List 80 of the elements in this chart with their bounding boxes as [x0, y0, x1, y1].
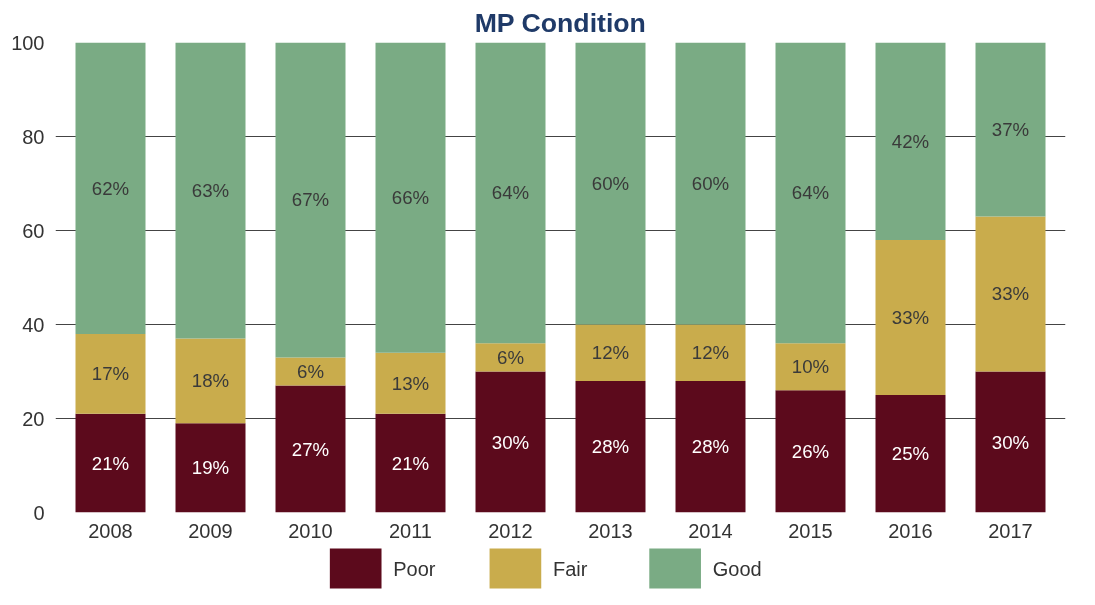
bar: [875, 42, 946, 240]
x-tick-label: 2014: [688, 519, 733, 542]
bar: [275, 42, 346, 358]
data-label: 25%: [891, 443, 930, 465]
bar: [675, 42, 746, 325]
y-tick-label: 100: [11, 31, 45, 54]
y-tick-label: 80: [22, 125, 45, 148]
bar: [375, 42, 446, 353]
bar: [675, 324, 746, 381]
data-label: 30%: [491, 431, 530, 453]
bar: [475, 343, 546, 372]
data-label: 19%: [191, 457, 230, 479]
x-tick-label: 2016: [888, 519, 933, 542]
x-tick-label: 2017: [988, 519, 1033, 542]
data-label: 62%: [91, 177, 130, 199]
data-label: 17%: [91, 363, 130, 385]
data-label: 42%: [891, 130, 930, 152]
data-label: 66%: [391, 187, 430, 209]
data-label: 60%: [591, 173, 630, 194]
data-label: 30%: [991, 431, 1030, 453]
bar: [475, 42, 546, 344]
bar: [575, 380, 646, 513]
y-tick-label: 0: [33, 501, 45, 524]
data-label: 33%: [991, 283, 1030, 305]
bar: [875, 395, 946, 513]
legend-label: Good: [712, 557, 762, 580]
data-label: 33%: [891, 306, 930, 328]
bar: [575, 324, 646, 381]
data-label: 64%: [491, 182, 530, 204]
bar: [75, 413, 146, 513]
bar: [775, 42, 846, 344]
bar: [775, 343, 846, 391]
data-label: 12%: [591, 342, 630, 364]
data-label: 21%: [91, 452, 130, 474]
bar: [475, 371, 546, 513]
data-label: 64%: [791, 182, 830, 204]
x-tick-label: 2015: [788, 519, 833, 542]
legend-label: Poor: [393, 557, 436, 580]
data-label: 63%: [191, 180, 230, 202]
data-label: 10%: [791, 356, 830, 378]
x-tick-label: 2012: [488, 519, 533, 542]
x-tick-label: 2009: [188, 519, 233, 542]
bar: [75, 42, 146, 334]
bar: [875, 239, 946, 395]
bar: [975, 216, 1046, 372]
x-tick-label: 2010: [288, 519, 333, 542]
bar: [975, 371, 1046, 513]
chart-title: MP Condition: [474, 7, 646, 38]
bar: [175, 423, 246, 513]
bar: [375, 413, 446, 513]
data-label: 6%: [297, 361, 324, 382]
y-tick-label: 60: [22, 219, 45, 242]
bar: [975, 42, 1046, 217]
data-label: 26%: [791, 440, 830, 462]
bar: [75, 333, 146, 414]
data-label: 6%: [497, 346, 524, 368]
data-label: 28%: [691, 436, 730, 458]
bar: [175, 338, 246, 424]
legend-label: Fair: [552, 557, 588, 580]
bar: [275, 357, 346, 386]
data-label: 13%: [391, 372, 430, 394]
data-label: 21%: [391, 452, 430, 474]
x-tick-label: 2013: [588, 519, 633, 542]
data-label: 37%: [991, 118, 1030, 140]
bar: [275, 385, 346, 513]
bar: [675, 380, 746, 513]
y-tick-label: 40: [22, 313, 45, 336]
bar: [375, 352, 446, 414]
bar: [175, 42, 246, 339]
bar: [775, 390, 846, 513]
data-label: 67%: [291, 189, 330, 211]
data-label: 18%: [191, 370, 230, 392]
x-tick-label: 2011: [389, 519, 433, 542]
data-label: 28%: [591, 436, 630, 458]
y-tick-label: 20: [22, 407, 45, 430]
x-tick-label: 2008: [88, 519, 133, 542]
data-label: 12%: [691, 342, 730, 364]
data-label: 60%: [691, 173, 730, 194]
bar: [575, 42, 646, 325]
data-label: 27%: [291, 438, 330, 460]
